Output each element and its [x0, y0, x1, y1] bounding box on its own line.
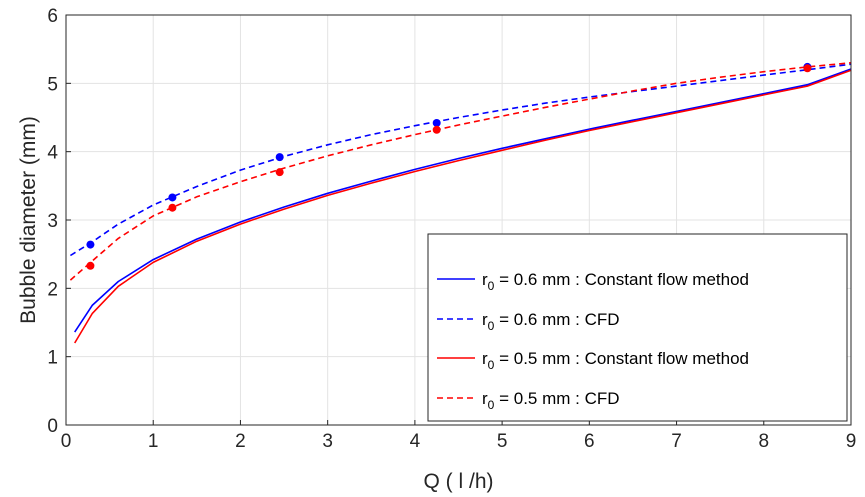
cfd-point	[86, 261, 95, 270]
legend-entry-text: = 0.5 mm : Constant flow method	[494, 349, 749, 368]
legend-entry-text: = 0.6 mm : CFD	[494, 310, 619, 329]
series-line-2	[74, 69, 852, 344]
cfd-point	[803, 64, 812, 73]
y-tick-label: 1	[47, 348, 58, 369]
cfd-point	[432, 125, 441, 134]
plot-frame	[65, 14, 852, 426]
legend-entry-0: r0 = 0.6 mm : Constant flow method	[482, 270, 749, 293]
x-tick-label: 5	[497, 431, 508, 452]
y-tick-labels: 0 1 2 3 4 5 6	[47, 6, 58, 437]
y-tick-label: 5	[47, 74, 58, 95]
legend-entry-subscript: 0	[488, 398, 495, 412]
x-tick-label: 6	[584, 431, 595, 452]
legend-entry-subscript: 0	[488, 319, 495, 333]
legend-entry-symbol: r	[482, 270, 488, 289]
legend-entry-text: = 0.6 mm : Constant flow method	[494, 270, 749, 289]
y-tick-label: 3	[47, 211, 58, 232]
cfd-point	[168, 203, 177, 212]
legend-entry-symbol: r	[482, 389, 488, 408]
y-tick-label: 6	[47, 6, 58, 27]
cfd-point	[432, 118, 441, 127]
legend-box	[427, 233, 848, 422]
legend-entry-subscript: 0	[488, 358, 495, 372]
x-tick-label: 4	[410, 431, 421, 452]
x-tick-label: 3	[322, 431, 333, 452]
cfd-point	[275, 153, 284, 162]
cfd-point	[275, 168, 284, 177]
y-axis-label: Bubble diameter (mm)	[17, 116, 40, 324]
x-tick-label: 2	[235, 431, 246, 452]
x-tick-label: 9	[846, 431, 857, 452]
cfd-markers	[86, 62, 812, 270]
y-tick-label: 2	[47, 279, 58, 300]
y-tick-label: 0	[47, 416, 58, 437]
cfd-point	[168, 193, 177, 202]
legend-entry-3: r0 = 0.5 mm : CFD	[482, 389, 620, 412]
x-axis-label: Q ( l /h)	[423, 470, 493, 493]
y-tick-label: 4	[47, 143, 58, 164]
legend-entry-symbol: r	[482, 310, 488, 329]
legend-entry-2: r0 = 0.5 mm : Constant flow method	[482, 349, 749, 372]
legend-entry-symbol: r	[482, 349, 488, 368]
legend-entry-text: = 0.5 mm : CFD	[494, 389, 619, 408]
x-tick-label: 0	[61, 431, 72, 452]
legend-entry-1: r0 = 0.6 mm : CFD	[482, 310, 620, 333]
legend-entry-subscript: 0	[488, 279, 495, 293]
series-line-0	[74, 68, 852, 333]
x-tick-label: 1	[148, 431, 159, 452]
x-tick-label: 7	[671, 431, 682, 452]
x-tick-labels: 0 1 2 3 4 5 6 7 8 9	[61, 431, 857, 452]
x-tick-label: 8	[758, 431, 769, 452]
cfd-point	[86, 240, 95, 249]
